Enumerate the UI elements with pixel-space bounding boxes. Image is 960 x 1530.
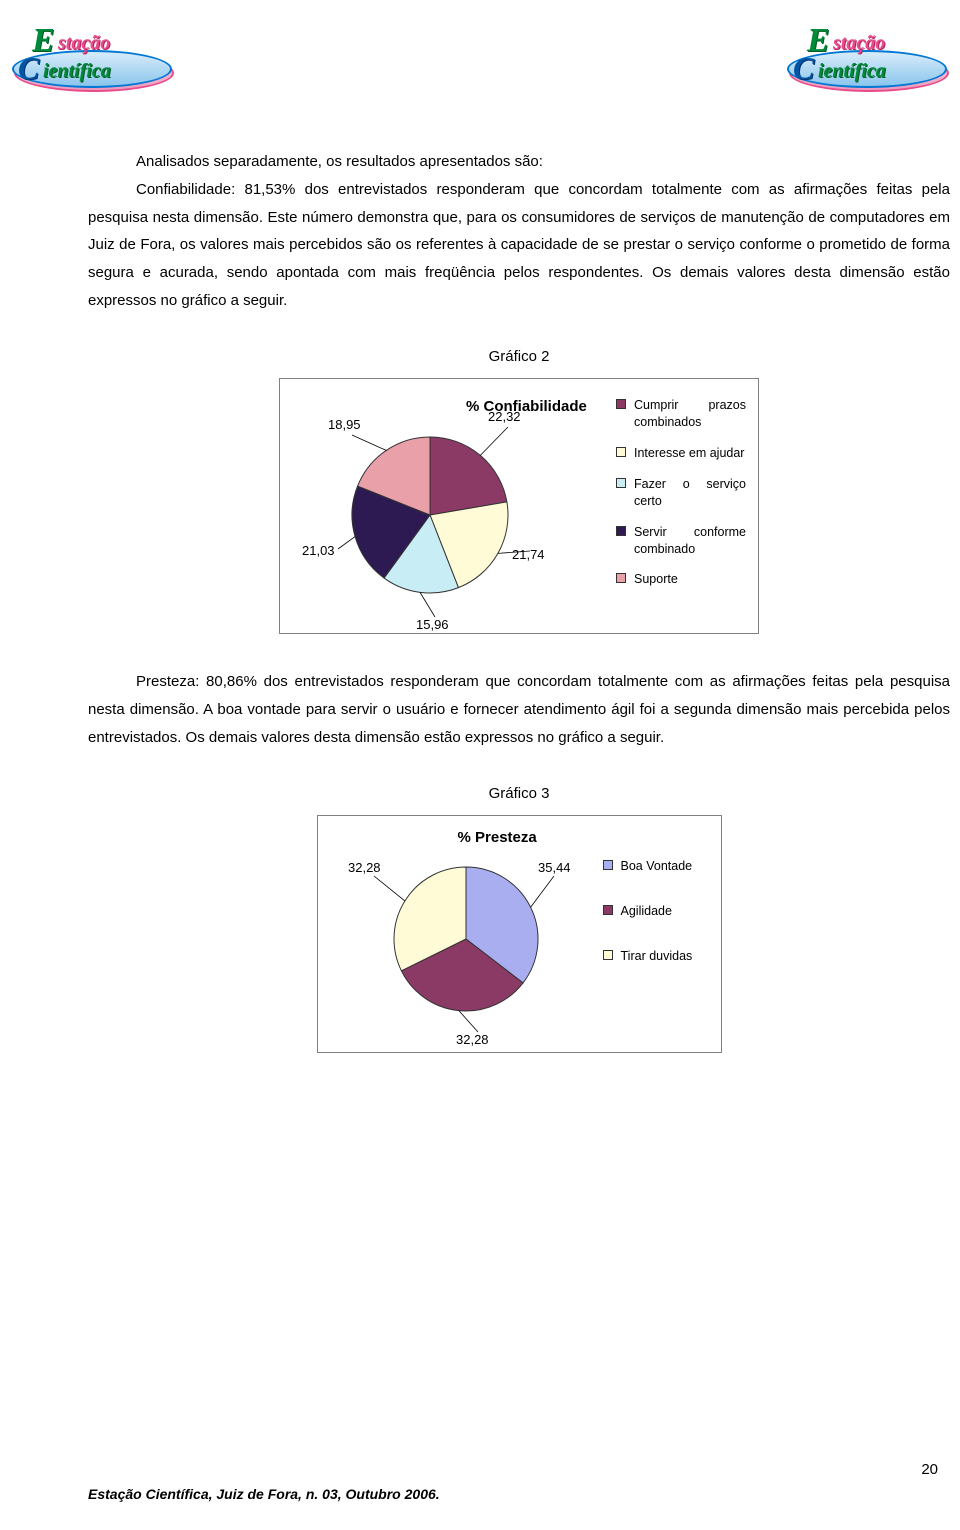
legend-item: Fazer o serviço certo [616, 476, 746, 510]
logo-word-ientifica: ientífica [818, 60, 886, 83]
chart1-box: % Confiabilidade 22,3221,7415,9621,0318,… [279, 378, 759, 634]
logo-initial-c: C [793, 50, 814, 87]
logo-left: E stação C ientífica [10, 18, 175, 88]
legend-swatch [603, 860, 613, 870]
pie-value-label: 22,32 [488, 409, 521, 424]
logo-word-stacao: stação [833, 32, 885, 55]
legend-label: Fazer o serviço certo [634, 477, 746, 508]
legend-swatch [603, 950, 613, 960]
chart2-pie: 35,44 32,28 32,28 [318, 816, 608, 1054]
pie-value-label: 32,28 [348, 860, 381, 875]
legend-item: Agilidade [603, 903, 703, 920]
legend-label: Interesse em ajudar [634, 446, 744, 460]
legend-swatch [616, 478, 626, 488]
legend-swatch [616, 573, 626, 583]
paragraph-confiabilidade: Confiabilidade: 81,53% dos entrevistados… [88, 176, 950, 315]
pie-slice [430, 437, 507, 515]
pie-value-label: 18,95 [328, 417, 361, 432]
legend-label: Servir conforme combinado [634, 525, 746, 556]
legend-item: Boa Vontade [603, 858, 703, 875]
logo-right: E stação C ientífica [785, 18, 950, 88]
page-content: Analisados separadamente, os resultados … [88, 148, 950, 1053]
legend-label: Boa Vontade [621, 859, 693, 873]
logo-word-ientifica: ientífica [43, 60, 111, 83]
pie-value-label: 21,74 [512, 547, 545, 562]
pie-value-label: 32,28 [456, 1032, 489, 1047]
paragraph-presteza: Presteza: 80,86% dos entrevistados respo… [88, 668, 950, 751]
footer-citation: Estação Científica, Juiz de Fora, n. 03,… [88, 1486, 440, 1502]
page-number: 20 [921, 1461, 938, 1478]
legend-item: Suporte [616, 571, 746, 588]
legend-item: Interesse em ajudar [616, 445, 746, 462]
legend-label: Tirar duvidas [621, 949, 693, 963]
chart1-legend: Cumprir prazos combinados Interesse em aj… [616, 397, 746, 602]
chart1-pie: 22,32 21,74 15,96 21,03 18,95 [280, 379, 580, 639]
logo-initial-c: C [18, 50, 39, 87]
pie-value-label: 15,96 [416, 617, 449, 632]
pie-value-label: 35,44 [538, 860, 571, 875]
logo-word-stacao: stação [58, 32, 110, 55]
pie-value-label: 21,03 [302, 543, 335, 558]
chart2-section-title: Gráfico 3 [88, 780, 950, 808]
legend-label: Suporte [634, 572, 678, 586]
paragraph-intro: Analisados separadamente, os resultados … [88, 148, 950, 176]
legend-item: Servir conforme combinado [616, 524, 746, 558]
legend-swatch [616, 526, 626, 536]
legend-label: Agilidade [621, 904, 672, 918]
legend-label: Cumprir prazos combinados [634, 398, 746, 429]
legend-swatch [616, 447, 626, 457]
legend-swatch [603, 905, 613, 915]
legend-swatch [616, 399, 626, 409]
chart2-legend: Boa Vontade Agilidade Tirar duvidas [603, 858, 703, 993]
legend-item: Tirar duvidas [603, 948, 703, 965]
chart1-section-title: Gráfico 2 [88, 343, 950, 371]
chart2-box: % Presteza 35,4432,2832,28 Boa VontadeAg… [317, 815, 722, 1053]
legend-item: Cumprir prazos combinados [616, 397, 746, 431]
